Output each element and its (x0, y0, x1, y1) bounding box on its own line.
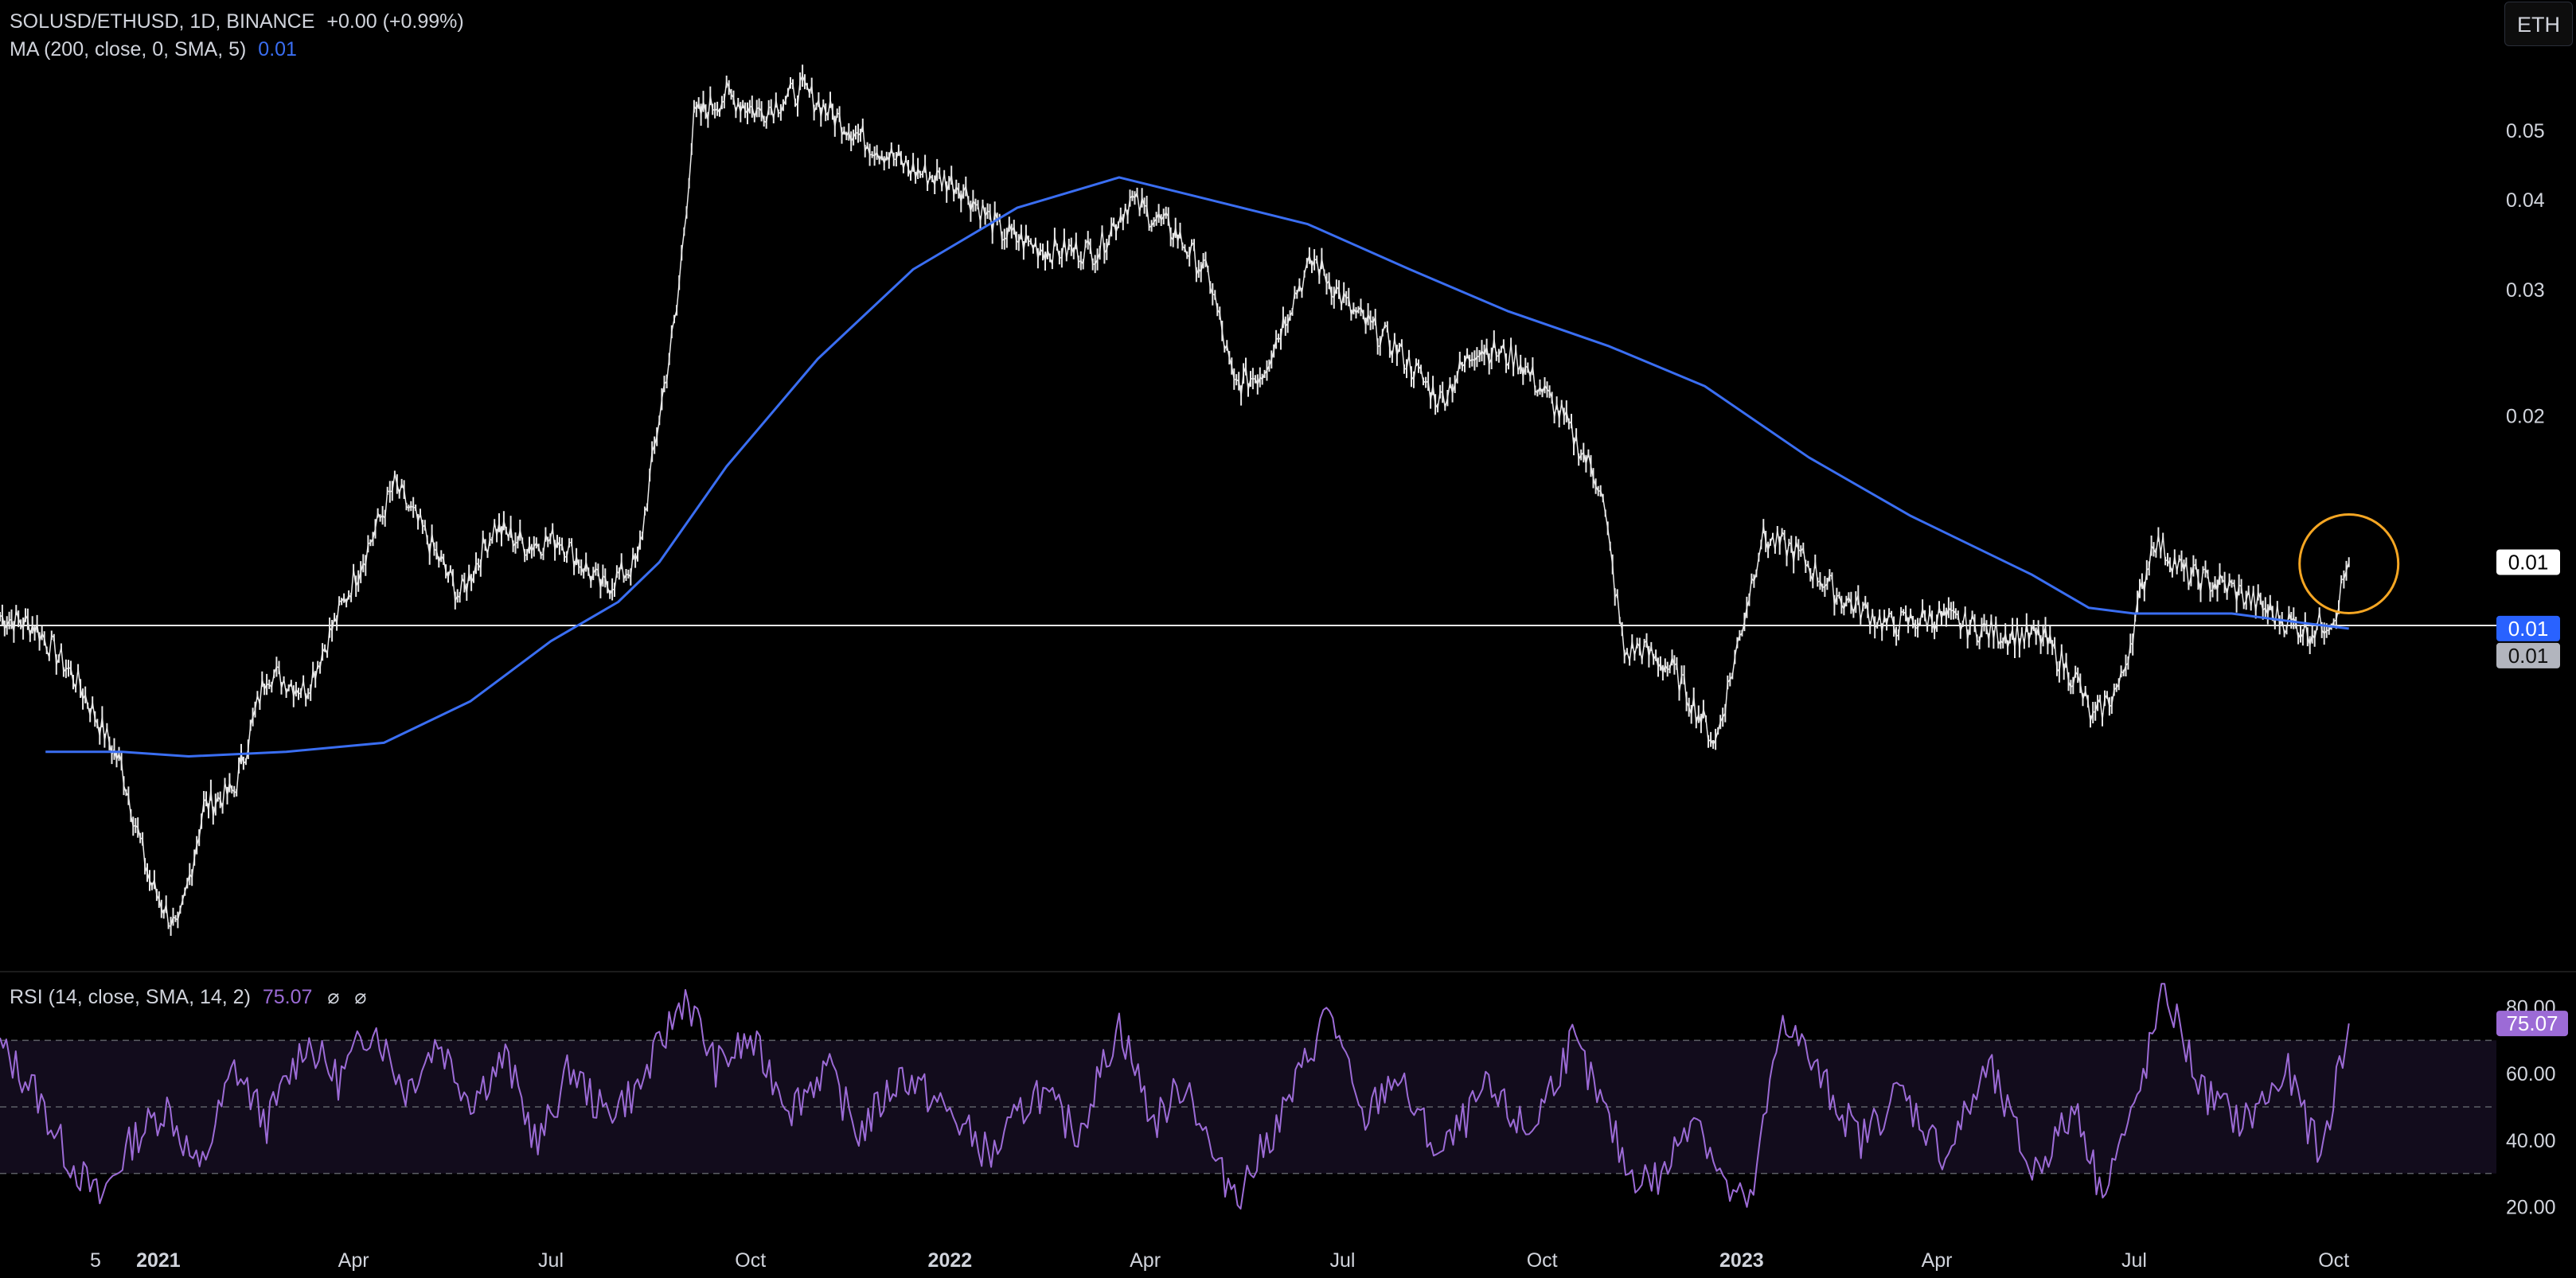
time-tick-label: Apr (1922, 1249, 1953, 1272)
rsi-tick-label: 40.00 (2506, 1130, 2556, 1152)
price-change: +0.00 (+0.99%) (326, 10, 464, 33)
price-candles (0, 64, 2350, 936)
ma-legend[interactable]: MA (200, close, 0, SMA, 5) 0.01 (10, 36, 297, 63)
rsi-value: 75.07 (262, 986, 313, 1008)
rsi-legend[interactable]: RSI (14, close, SMA, 14, 2) 75.07 ⌀ ⌀ (10, 984, 366, 1011)
rsi-label: RSI (14, close, SMA, 14, 2) (10, 986, 251, 1008)
symbol-line[interactable]: SOLUSD/ETHUSD, 1D, BINANCE (10, 10, 315, 33)
time-tick-label: Oct (735, 1249, 766, 1272)
rsi-line (0, 983, 2350, 1210)
time-tick-label: Jul (2121, 1249, 2147, 1272)
rsi-pane[interactable] (0, 983, 2496, 1210)
time-tick-label: 2023 (1719, 1249, 1764, 1272)
price-series (0, 74, 2350, 927)
rsi-value-tag: 75.07 (2506, 1011, 2558, 1035)
time-tick-label: Apr (1130, 1249, 1161, 1272)
price-tick-label: 0.02 (2506, 405, 2545, 427)
main-legend: SOLUSD/ETHUSD, 1D, BINANCE +0.00 (+0.99%… (10, 8, 464, 35)
settings-icon[interactable]: ⌀ (354, 986, 367, 1008)
time-tick-label: Oct (1527, 1249, 1558, 1272)
last-price-tag-bg (2496, 549, 2560, 575)
ma-label: MA (200, close, 0, SMA, 5) (10, 38, 247, 60)
price-axis[interactable]: 0.070.050.040.030.020.010.010.01 (2496, 15, 2560, 668)
ma-value: 0.01 (258, 38, 297, 60)
price-tick-label: 0.05 (2506, 120, 2545, 142)
line-price-tag: 0.01 (2508, 644, 2549, 668)
time-tick-label: Apr (338, 1249, 369, 1272)
time-tick-label: Jul (538, 1249, 564, 1272)
rsi-tick-label: 60.00 (2506, 1063, 2556, 1085)
ma-price-tag: 0.01 (2508, 617, 2549, 641)
time-tick-label: 2022 (928, 1249, 973, 1272)
time-axis[interactable]: 5 2021 Apr Jul Oct 2022 Apr Jul Oct 2023 Apr Jul Oct (90, 1249, 2349, 1272)
ma-price-tag-bg (2496, 615, 2560, 641)
ma-line (45, 176, 2349, 758)
price-tick-label: 0.03 (2506, 279, 2545, 302)
line-price-tag-bg (2496, 642, 2560, 668)
time-tick-label: 2021 (136, 1249, 181, 1272)
price-tick-label: 0.04 (2506, 189, 2545, 212)
time-tick-label: Jul (1330, 1249, 1356, 1272)
hide-icon[interactable]: ⌀ (327, 986, 340, 1008)
rsi-tick-label: 20.00 (2506, 1197, 2556, 1219)
price-pane[interactable] (0, 64, 2496, 936)
last-price-tag: 0.01 (2508, 550, 2549, 574)
rsi-value-tag-bg (2496, 1011, 2568, 1037)
currency-button[interactable]: ETH (2504, 2, 2573, 46)
time-tick-label: Oct (2318, 1249, 2349, 1272)
highlight-circle (2298, 512, 2400, 614)
time-tick-label: 5 (90, 1249, 101, 1272)
